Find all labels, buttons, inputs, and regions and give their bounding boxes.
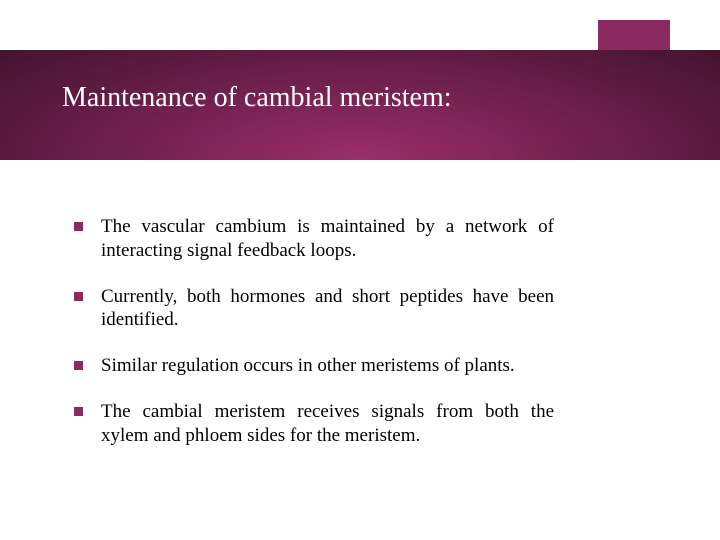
list-item: Currently, both hormones and short pepti…: [74, 285, 554, 333]
bullet-list: The vascular cambium is maintained by a …: [74, 215, 554, 469]
bullet-text: The vascular cambium is maintained by a …: [101, 215, 554, 263]
list-item: Similar regulation occurs in other meris…: [74, 354, 554, 378]
bullet-square-icon: [74, 361, 83, 370]
bullet-text: Similar regulation occurs in other meris…: [101, 354, 554, 378]
list-item: The vascular cambium is maintained by a …: [74, 215, 554, 263]
slide-title: Maintenance of cambial meristem:: [62, 82, 452, 114]
bullet-square-icon: [74, 292, 83, 301]
bullet-text: The cambial meristem receives signals fr…: [101, 400, 554, 448]
bullet-square-icon: [74, 222, 83, 231]
list-item: The cambial meristem receives signals fr…: [74, 400, 554, 448]
bullet-text: Currently, both hormones and short pepti…: [101, 285, 554, 333]
bullet-square-icon: [74, 407, 83, 416]
